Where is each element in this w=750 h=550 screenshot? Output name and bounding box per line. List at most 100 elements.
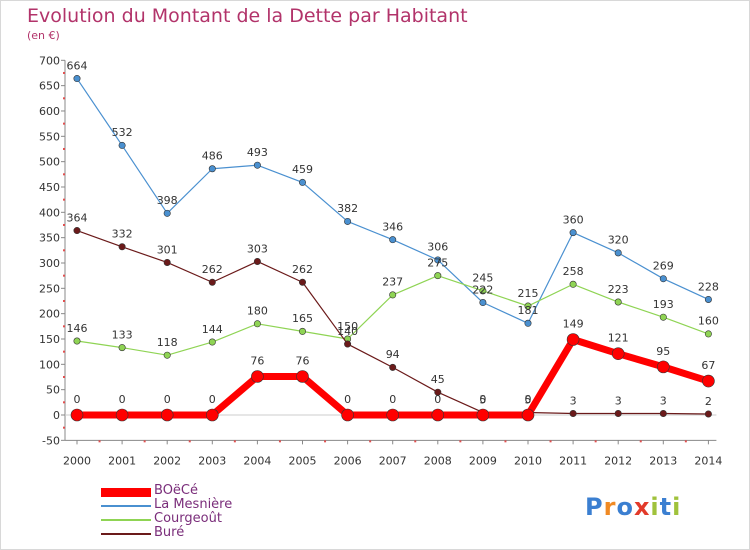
data-point-boece bbox=[115, 408, 129, 422]
y-minor-tick bbox=[63, 147, 65, 150]
y-minor-tick bbox=[63, 274, 65, 277]
y-tick-label: 100 bbox=[39, 358, 60, 371]
y-tick-label: 350 bbox=[39, 232, 60, 245]
legend-swatch bbox=[101, 505, 151, 507]
data-point-la-mesniere bbox=[704, 295, 712, 303]
data-label-courgeout: 180 bbox=[247, 305, 268, 318]
data-point-la-mesniere bbox=[253, 161, 261, 169]
data-point-la-mesniere bbox=[659, 275, 667, 283]
data-label-courgeout: 275 bbox=[427, 256, 448, 269]
data-point-boece bbox=[611, 347, 625, 360]
data-point-la-mesniere bbox=[73, 75, 81, 83]
data-point-bure bbox=[434, 388, 442, 396]
legend-swatch bbox=[101, 533, 151, 535]
series-layer bbox=[70, 75, 715, 422]
data-point-la-mesniere bbox=[118, 141, 126, 149]
logo-letter: x bbox=[633, 493, 651, 521]
y-minor-tick bbox=[63, 97, 65, 100]
data-point-courgeout bbox=[614, 298, 622, 306]
data-label-courgeout: 215 bbox=[518, 287, 539, 300]
y-minor-tick bbox=[63, 223, 65, 226]
logo-letter: t bbox=[659, 493, 673, 521]
data-point-la-mesniere bbox=[389, 236, 397, 244]
data-label-boece: 0 bbox=[74, 393, 81, 406]
data-label-boece: 67 bbox=[701, 359, 715, 372]
x-minor-tick bbox=[98, 440, 101, 443]
x-tick-label: 2004 bbox=[243, 454, 271, 467]
data-label-courgeout: 237 bbox=[382, 276, 403, 289]
y-minor-tick bbox=[63, 350, 65, 353]
series-courgeout bbox=[73, 272, 712, 359]
data-label-la-mesniere: 486 bbox=[202, 150, 223, 163]
data-label-courgeout: 160 bbox=[698, 315, 719, 328]
data-label-bure: 3 bbox=[660, 394, 667, 407]
data-point-bure bbox=[659, 409, 667, 417]
data-label-boece: 121 bbox=[608, 332, 629, 345]
data-label-la-mesniere: 664 bbox=[67, 59, 88, 72]
data-label-la-mesniere: 360 bbox=[563, 213, 584, 226]
data-label-bure: 262 bbox=[202, 263, 223, 276]
data-point-bure bbox=[704, 410, 712, 418]
x-tick-label: 2000 bbox=[63, 454, 91, 467]
y-minor-tick bbox=[63, 325, 65, 328]
data-point-boece bbox=[566, 333, 580, 346]
data-label-la-mesniere: 181 bbox=[518, 304, 539, 317]
data-label-bure: 140 bbox=[337, 325, 358, 338]
data-label-courgeout: 193 bbox=[653, 298, 674, 311]
data-point-bure bbox=[569, 409, 577, 417]
data-point-courgeout bbox=[569, 280, 577, 288]
x-tick-label: 2001 bbox=[108, 454, 136, 467]
data-label-bure: 303 bbox=[247, 242, 268, 255]
data-label-boece: 0 bbox=[119, 393, 126, 406]
data-point-courgeout bbox=[73, 337, 81, 345]
data-label-boece: 76 bbox=[250, 354, 264, 367]
data-point-la-mesniere bbox=[614, 249, 622, 257]
y-minor-tick bbox=[63, 173, 65, 176]
data-point-la-mesniere bbox=[434, 256, 442, 264]
data-label-la-mesniere: 306 bbox=[427, 241, 448, 254]
y-minor-tick bbox=[63, 375, 65, 378]
data-point-la-mesniere bbox=[479, 299, 487, 307]
data-label-bure: 301 bbox=[157, 243, 178, 256]
data-point-bure bbox=[253, 257, 261, 265]
data-label-courgeout: 245 bbox=[472, 272, 493, 285]
x-tick-label: 2002 bbox=[153, 454, 181, 467]
data-label-la-mesniere: 382 bbox=[337, 202, 358, 215]
y-tick-label: 50 bbox=[46, 384, 60, 397]
y-tick-label: 200 bbox=[39, 308, 60, 321]
data-point-boece bbox=[386, 408, 400, 422]
data-label-boece: 0 bbox=[164, 393, 171, 406]
data-label-bure: 3 bbox=[570, 394, 577, 407]
data-label-courgeout: 223 bbox=[608, 283, 629, 296]
data-label-bure: 5 bbox=[525, 393, 532, 406]
proxiti-logo: Proxiti bbox=[585, 493, 681, 521]
x-minor-tick bbox=[549, 440, 552, 443]
data-point-courgeout bbox=[704, 330, 712, 338]
y-minor-tick bbox=[63, 299, 65, 302]
x-minor-tick bbox=[639, 440, 642, 443]
y-tick-label: 300 bbox=[39, 257, 60, 270]
series-boece bbox=[70, 333, 715, 422]
chart-title: Evolution du Montant de la Dette par Hab… bbox=[27, 5, 468, 27]
logo-letter: P bbox=[585, 493, 604, 521]
data-label-courgeout: 146 bbox=[67, 322, 88, 335]
data-label-bure: 364 bbox=[67, 211, 88, 224]
y-tick-label: 150 bbox=[39, 333, 60, 346]
data-point-la-mesniere bbox=[208, 165, 216, 173]
data-point-courgeout bbox=[253, 320, 261, 328]
data-point-boece bbox=[251, 370, 264, 383]
y-minor-tick bbox=[63, 122, 65, 125]
legend-swatch bbox=[101, 487, 151, 497]
x-minor-tick bbox=[459, 440, 462, 443]
y-minor-tick bbox=[63, 426, 65, 429]
data-point-bure bbox=[163, 258, 171, 266]
y-tick-label: 650 bbox=[39, 80, 60, 93]
logo-letter: i bbox=[672, 493, 682, 521]
data-label-courgeout: 165 bbox=[292, 312, 313, 325]
data-label-bure: 2 bbox=[705, 395, 712, 408]
legend-label: Courgeoût bbox=[154, 511, 222, 526]
y-tick-label: 250 bbox=[39, 282, 60, 295]
data-point-bure bbox=[73, 227, 81, 235]
